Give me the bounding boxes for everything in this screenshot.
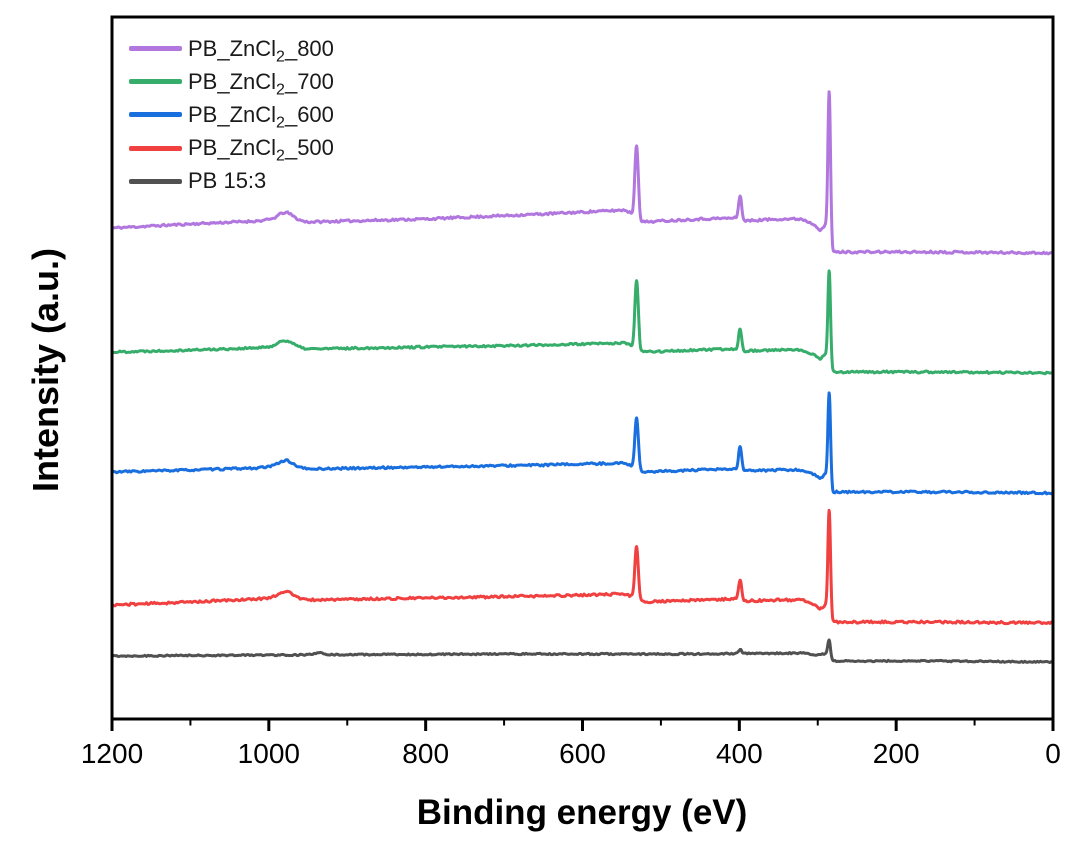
series-line-pb-zncl2-500: [110, 508, 1055, 626]
legend-swatch: [129, 178, 182, 184]
x-tick-label: 0: [1045, 738, 1061, 769]
x-tick-label: 1000: [237, 738, 300, 769]
legend-item-label: PB_ZnCl2_600: [188, 101, 334, 132]
y-axis-title: Intensity (a.u.): [25, 247, 66, 493]
x-tick-label: 400: [715, 738, 763, 769]
legend-swatch: [129, 46, 182, 52]
series-line-pb-zncl2-600: [110, 391, 1055, 496]
legend-swatch: [129, 145, 182, 151]
plot-frame: [110, 15, 1055, 721]
legend-item-pb-zncl2-500: PB_ZnCl2_500: [129, 132, 334, 165]
legend-item-pb-zncl2-800: PB_ZnCl2_800: [129, 32, 334, 65]
x-tick-label: 200: [872, 738, 920, 769]
legend-item-pb-zncl2-600: PB_ZnCl2_600: [129, 98, 334, 131]
series-line-pb-zncl2-800: [110, 90, 1055, 256]
legend-item-label: PB_ZnCl2_500: [188, 135, 334, 165]
x-tick-label: 600: [559, 738, 606, 769]
legend-item-label: PB_ZnCl2_700: [188, 68, 334, 99]
legend-item-label: PB 15:3: [188, 168, 267, 194]
legend-swatch: [129, 79, 182, 85]
series-line-pb-zncl2-700: [110, 269, 1055, 376]
legend-swatch: [129, 112, 182, 118]
x-axis-title: Binding energy (eV): [416, 793, 748, 832]
legend-item-label: PB_ZnCl2_800: [188, 35, 334, 65]
legend: PB_ZnCl2_800 PB_ZnCl2_700 PB_ZnCl2_600 P…: [129, 32, 334, 198]
x-tick-label: 800: [402, 738, 450, 769]
legend-item-pb-zncl2-700: PB_ZnCl2_700: [129, 65, 334, 98]
legend-item-pb-15-3: PB 15:3: [129, 165, 334, 198]
series-line-pb-15-3: [110, 638, 1055, 664]
x-tick-label: 1200: [80, 738, 144, 769]
